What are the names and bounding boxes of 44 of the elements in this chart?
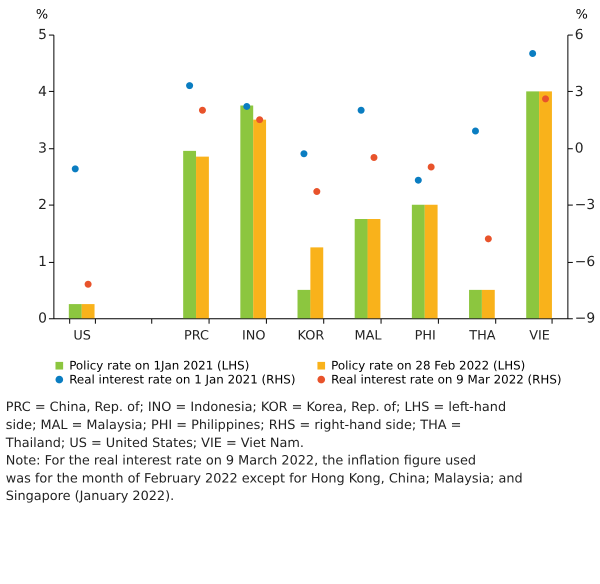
bar [82,304,95,318]
y2-tick-label: −9 [574,310,596,327]
text: PRC = China, Rep. of; INO = Indonesia; KOR = Korea, Rep. of; LHS = left-hand side; MAL = Malaysia; PHI = Philippines; RHS = right-hand side; THA = Thailand; US = United States; VIE = Viet Nam. [4,400,506,451]
text: Note: For the real interest rate on 9 March 2022, the inflation figure used was for the month of February 2022 except for Hong Kong, China; Malaysia; and Singapore (January 2022). [6,454,523,504]
bar [354,218,368,318]
y-tick-label: 0 [38,310,47,327]
bar [253,120,266,318]
legend-label: Real interest rate on 9 Mar 2022 (RHS) [331,372,562,387]
y2-tick-label: 0 [574,140,584,156]
bar [196,156,209,318]
bar [183,150,196,318]
bar [298,290,310,318]
bar [68,304,82,318]
x-tick-label: MAL [354,328,382,344]
bar [526,91,540,318]
legend-label: Real interest rate on 1 Jan 2021 (RHS) [69,372,296,387]
x-tick-label: KOR [297,328,324,344]
bar [310,247,324,318]
legend-label: Policy rate on 28 Feb 2022 (LHS) [331,358,526,373]
y-tick-label: 3 [38,140,47,156]
bar [368,218,380,318]
y-tick-label: 5 [38,27,47,44]
x-tick-label: VIE [529,328,550,344]
y2-tick-label: 6 [574,27,584,44]
bar [539,91,552,318]
legend-label: Policy rate on 1Jan 2021 (LHS) [69,358,250,373]
bar [469,290,482,318]
y-tick-label: 2 [38,197,47,214]
x-tick-label: US [73,328,91,344]
x-tick-label: THA [468,328,496,344]
bar [412,204,425,318]
y-tick-label: 1 [38,254,47,270]
y2-tick-label: 3 [574,84,584,100]
y-axis-title: % [36,7,48,22]
y2-axis-title: % [576,7,588,22]
bar [482,290,495,318]
y2-tick-label: −3 [574,197,596,214]
x-tick-label: PHI [414,328,436,344]
x-tick-label: INO [242,328,266,344]
bar [240,106,254,318]
bar [424,204,438,318]
x-tick-label: PRC [184,328,210,344]
y2-tick-label: −6 [574,254,596,270]
y-tick-label: 4 [38,84,48,100]
